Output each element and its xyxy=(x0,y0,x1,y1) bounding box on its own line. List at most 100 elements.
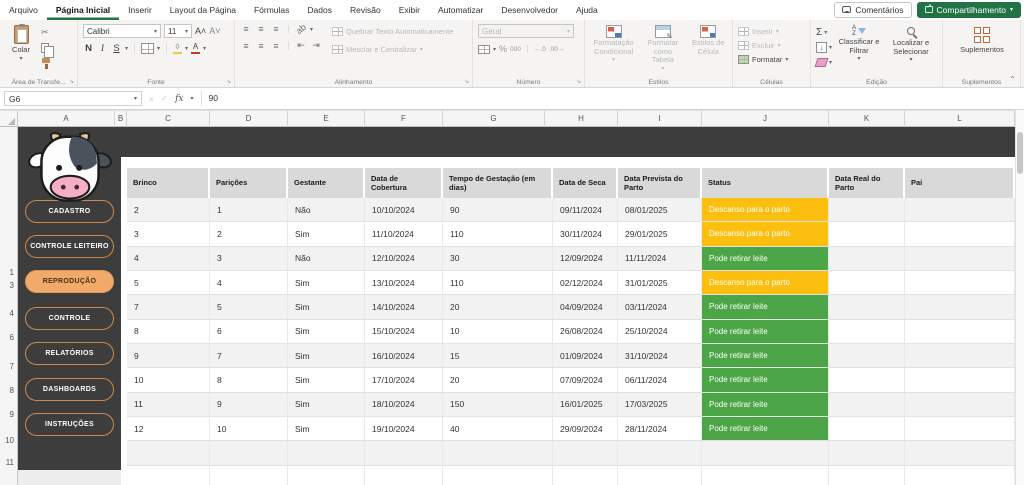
table-cell[interactable]: 31/10/2024 xyxy=(618,344,702,368)
table-cell-empty[interactable] xyxy=(829,198,905,222)
table-cell-empty[interactable] xyxy=(553,441,618,465)
orientation-button[interactable]: ab xyxy=(293,21,309,36)
thousands-button[interactable]: 000 xyxy=(510,46,521,53)
table-cell[interactable]: 5 xyxy=(127,271,210,295)
table-cell[interactable]: 90 xyxy=(443,198,553,222)
table-cell-empty[interactable] xyxy=(905,222,1015,246)
table-cell-empty[interactable] xyxy=(829,441,905,465)
bold-button[interactable]: N xyxy=(83,43,94,54)
table-cell[interactable]: 07/09/2024 xyxy=(553,368,618,392)
number-format-select[interactable]: Geral▾ xyxy=(478,24,574,38)
format-cells-button[interactable]: Formatar▾ xyxy=(738,52,806,66)
table-cell[interactable]: Sim xyxy=(288,295,365,319)
table-cell[interactable]: 7 xyxy=(127,295,210,319)
table-cell-empty[interactable] xyxy=(829,222,905,246)
table-cell[interactable]: Sim xyxy=(288,271,365,295)
font-size-select[interactable]: 11▾ xyxy=(164,24,192,38)
table-cell[interactable]: 26/08/2024 xyxy=(553,320,618,344)
sidebar-button-reprodução[interactable]: REPRODUÇÃO xyxy=(25,270,114,293)
table-cell[interactable]: Sim xyxy=(288,344,365,368)
font-name-select[interactable]: Calibri▾ xyxy=(83,24,161,38)
table-cell-empty[interactable] xyxy=(553,466,618,485)
table-cell[interactable]: 30 xyxy=(443,247,553,271)
table-cell[interactable]: 2 xyxy=(210,222,288,246)
table-cell[interactable]: 17/10/2024 xyxy=(365,368,443,392)
row-header-9[interactable]: 9 xyxy=(0,410,14,419)
comments-button[interactable]: Comentários xyxy=(834,2,911,18)
font-color-button[interactable]: A xyxy=(191,43,200,54)
table-cell[interactable]: 29/09/2024 xyxy=(553,417,618,441)
row-header-8[interactable]: 8 xyxy=(0,386,14,395)
menu-tab-arquivo[interactable]: Arquivo xyxy=(0,0,47,20)
table-cell[interactable]: Sim xyxy=(288,417,365,441)
table-cell[interactable]: 19/10/2024 xyxy=(365,417,443,441)
table-cell[interactable]: 25/10/2024 xyxy=(618,320,702,344)
sidebar-button-instruções[interactable]: INSTRUÇÕES xyxy=(25,413,114,436)
table-cell[interactable]: 9 xyxy=(210,393,288,417)
table-cell[interactable]: 03/11/2024 xyxy=(618,295,702,319)
table-cell-empty[interactable] xyxy=(829,466,905,485)
table-cell[interactable]: 16/01/2025 xyxy=(553,393,618,417)
table-cell[interactable]: 02/12/2024 xyxy=(553,271,618,295)
table-cell[interactable]: Não xyxy=(288,247,365,271)
table-cell-empty[interactable] xyxy=(905,247,1015,271)
table-cell[interactable]: 10/10/2024 xyxy=(365,198,443,222)
column-header-A[interactable]: A xyxy=(18,111,115,127)
borders-button[interactable] xyxy=(141,43,154,54)
column-header-I[interactable]: I xyxy=(618,111,702,127)
table-cell[interactable]: 10 xyxy=(210,417,288,441)
table-cell[interactable]: 10 xyxy=(127,368,210,392)
dialog-launcher-icon[interactable]: ↘ xyxy=(226,78,231,85)
table-cell-empty[interactable] xyxy=(829,393,905,417)
table-cell-empty[interactable] xyxy=(829,320,905,344)
table-cell-empty[interactable] xyxy=(365,441,443,465)
row-header-3[interactable]: 3 xyxy=(0,281,14,290)
status-badge[interactable]: Descanso para o parto xyxy=(702,198,829,222)
table-cell[interactable]: 06/11/2024 xyxy=(618,368,702,392)
wrap-text-button[interactable]: Quebrar Texto Automaticamente xyxy=(332,24,468,38)
table-cell-empty[interactable] xyxy=(618,466,702,485)
column-header-H[interactable]: H xyxy=(545,111,618,127)
table-cell[interactable]: 12/09/2024 xyxy=(553,247,618,271)
table-cell-empty[interactable] xyxy=(443,441,553,465)
table-cell-empty[interactable] xyxy=(829,417,905,441)
cut-button[interactable]: ✂ xyxy=(41,26,54,39)
table-cell[interactable]: 40 xyxy=(443,417,553,441)
align-top-icon[interactable]: ≡ xyxy=(240,24,252,34)
table-cell-empty[interactable] xyxy=(905,320,1015,344)
increase-decimal-button[interactable]: ←.0 xyxy=(534,46,546,53)
row-header-7[interactable]: 7 xyxy=(0,362,14,371)
dialog-launcher-icon[interactable]: ↘ xyxy=(69,78,74,85)
menu-tab-layout-da-página[interactable]: Layout da Página xyxy=(161,0,245,20)
table-cell-empty[interactable] xyxy=(905,271,1015,295)
autosum-button[interactable]: Σ▾ xyxy=(816,26,832,39)
column-header-L[interactable]: L xyxy=(905,111,1015,127)
menu-tab-fórmulas[interactable]: Fórmulas xyxy=(245,0,298,20)
table-cell[interactable]: 110 xyxy=(443,271,553,295)
table-cell-empty[interactable] xyxy=(905,295,1015,319)
decrease-indent-icon[interactable]: ⇤ xyxy=(295,40,307,51)
table-cell-empty[interactable] xyxy=(618,441,702,465)
column-header-D[interactable]: D xyxy=(210,111,288,127)
fill-color-button[interactable]: ◊ xyxy=(173,43,182,54)
table-cell[interactable]: 2 xyxy=(127,198,210,222)
sidebar-button-dashboards[interactable]: DASHBOARDS xyxy=(25,378,114,401)
menu-tab-inserir[interactable]: Inserir xyxy=(119,0,161,20)
copy-button[interactable]: ▾ xyxy=(41,41,54,54)
table-cell[interactable]: 30/11/2024 xyxy=(553,222,618,246)
table-cell[interactable]: Sim xyxy=(288,393,365,417)
align-middle-icon[interactable]: ≡ xyxy=(255,24,267,34)
sidebar-button-controle-leiteiro[interactable]: CONTROLE LEITEIRO xyxy=(25,235,114,258)
table-cell-empty[interactable] xyxy=(127,441,210,465)
vertical-scrollbar[interactable] xyxy=(1015,110,1024,485)
status-badge[interactable]: Pode retirar leite xyxy=(702,320,829,344)
table-cell[interactable]: 14/10/2024 xyxy=(365,295,443,319)
formula-input[interactable]: 90 xyxy=(201,91,1024,106)
table-cell-empty[interactable] xyxy=(905,441,1015,465)
fill-button[interactable]: ↓▾ xyxy=(816,41,832,54)
table-cell[interactable]: 3 xyxy=(127,222,210,246)
status-badge[interactable]: Pode retirar leite xyxy=(702,417,829,441)
insert-cells-button[interactable]: Inserir▾ xyxy=(738,24,806,38)
table-cell[interactable]: Sim xyxy=(288,368,365,392)
table-cell[interactable]: 110 xyxy=(443,222,553,246)
